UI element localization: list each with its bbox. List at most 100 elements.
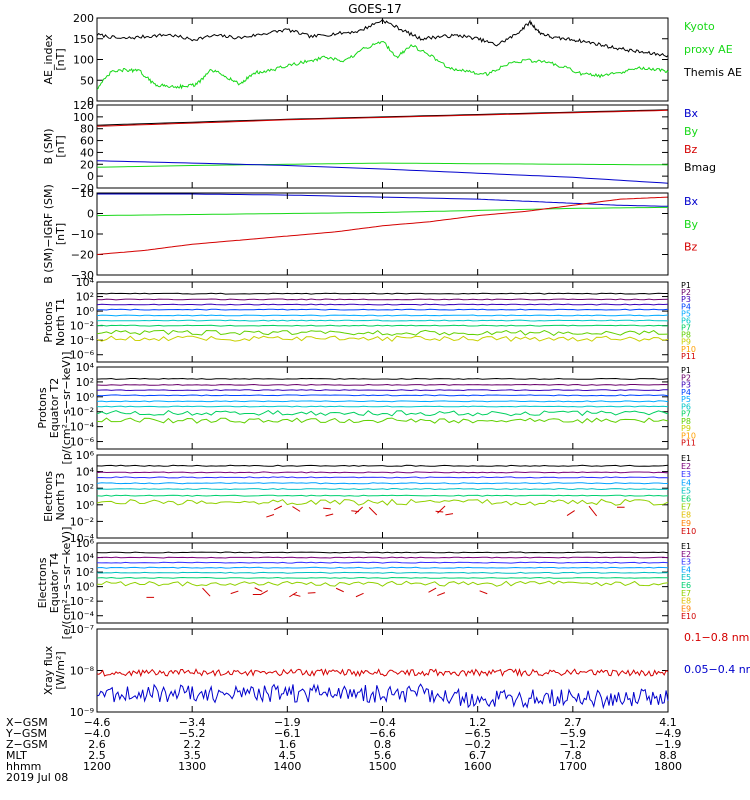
series-line: [96, 409, 669, 417]
series-line: [292, 593, 301, 597]
right-label: E2: [681, 550, 691, 559]
series-line: [292, 506, 301, 512]
y-axis-label: B (SM)−IGRF (SM)[nT]: [42, 184, 67, 284]
series-line: [96, 476, 669, 479]
series-line: [351, 510, 359, 513]
series-line: [96, 335, 669, 342]
series-line: [96, 303, 669, 306]
series-line: [96, 561, 669, 564]
y-tick-label: 10²: [76, 376, 94, 389]
series-line: [96, 314, 669, 317]
series-line: [96, 41, 669, 90]
x-tick-label: −1.9: [274, 716, 301, 729]
series-line: [96, 329, 669, 337]
series-line: [96, 324, 669, 327]
right-label: P8: [681, 417, 691, 426]
y-tick-label: 20: [80, 158, 94, 171]
x-tick-label: 5.6: [374, 749, 392, 762]
y-tick-label: 120: [73, 99, 94, 112]
y-tick-label: 0: [87, 95, 94, 108]
y-tick-label: 10⁴: [76, 276, 95, 289]
series-line: [96, 667, 669, 678]
y-tick-label: 10⁻⁸: [70, 665, 95, 678]
series-line: [96, 576, 668, 579]
y-tick-label: 10²: [76, 566, 94, 579]
x-tick-label: 1300: [178, 760, 206, 773]
right-label: E9: [681, 604, 691, 613]
y-tick-label: −30: [71, 269, 94, 282]
right-label: proxy AE: [684, 43, 733, 56]
panel-1: 0 50 100 150 200 AE_index[nT] Kyoto proxy AE The…: [42, 12, 742, 108]
x-tick-label: −4.9: [655, 727, 682, 740]
right-label: E6: [681, 495, 691, 504]
series-line: [230, 590, 239, 595]
x-tick-label: 1500: [369, 760, 397, 773]
y-tick-label: 10⁴: [76, 361, 95, 374]
series-line: [96, 487, 669, 491]
series-line: [97, 308, 669, 311]
series-line: [96, 471, 669, 474]
right-label: P8: [681, 331, 691, 340]
y-tick-label: 200: [73, 12, 94, 25]
series-line: [254, 587, 263, 592]
series-line: [437, 592, 446, 597]
right-label: 0.1−0.8 nm: [684, 631, 749, 644]
series-line: [96, 160, 669, 184]
panel-frame: [96, 192, 669, 276]
x-tick-label: 2.6: [88, 738, 106, 751]
series-line: [355, 592, 364, 598]
right-label: Bx: [684, 195, 699, 208]
right-label: E4: [681, 478, 691, 487]
right-label: 0.05−0.4 nm: [684, 663, 750, 676]
series-line: [202, 587, 211, 597]
right-label: P10: [681, 431, 696, 440]
x-tick-label: −4.0: [84, 727, 111, 740]
x-tick-label: −3.4: [179, 716, 206, 729]
series-line: [97, 193, 668, 207]
x-tick-label: −6.1: [274, 727, 301, 740]
y-tick-label: 10⁴: [76, 552, 95, 565]
x-tick-label: 1800: [654, 760, 682, 773]
series-line: [354, 506, 363, 515]
series-line: [96, 482, 669, 485]
x-tick-label: −1.2: [559, 738, 586, 751]
y-tick-label: 10⁶: [76, 449, 95, 462]
y-tick-label: 40: [80, 146, 94, 159]
x-tick-label: −4.6: [84, 716, 111, 729]
y-tick-label: 80: [80, 123, 94, 136]
y-axis-label: AE_index[nT]: [42, 34, 67, 85]
panel-frame: [96, 454, 669, 539]
right-label: P9: [681, 424, 691, 433]
series-line: [335, 587, 344, 593]
y-tick-label: 10⁻⁹: [70, 706, 94, 719]
series-line: [96, 394, 669, 397]
series-line: [96, 389, 668, 392]
y-axis-label: ElectronsEquator T4[e/(cm²−s−sr−keV)]: [36, 527, 73, 640]
x-row-label: Y−GSM: [5, 727, 47, 740]
right-label: P7: [681, 410, 691, 419]
series-line: [437, 505, 446, 514]
series-line: [307, 592, 316, 594]
y-tick-label: 10⁻⁴: [70, 334, 95, 347]
x-tick-label: −5.9: [559, 727, 586, 740]
y-axis-label: B (SM)[nT]: [42, 128, 67, 164]
x-row-label: Z−GSM: [6, 738, 48, 751]
plot-title: GOES-17: [348, 2, 402, 16]
x-row-label: X−GSM: [6, 716, 48, 729]
series-line: [566, 510, 575, 517]
x-tick-label: −1.9: [655, 738, 682, 751]
right-label: Kyoto: [684, 20, 715, 33]
right-label: By: [684, 125, 699, 138]
y-tick-label: 10: [80, 187, 94, 200]
series-line: [323, 507, 331, 510]
right-label: Bz: [684, 241, 698, 254]
x-tick-label: 3.5: [183, 749, 201, 762]
right-label: E4: [681, 565, 691, 574]
y-tick-label: 150: [73, 33, 94, 46]
